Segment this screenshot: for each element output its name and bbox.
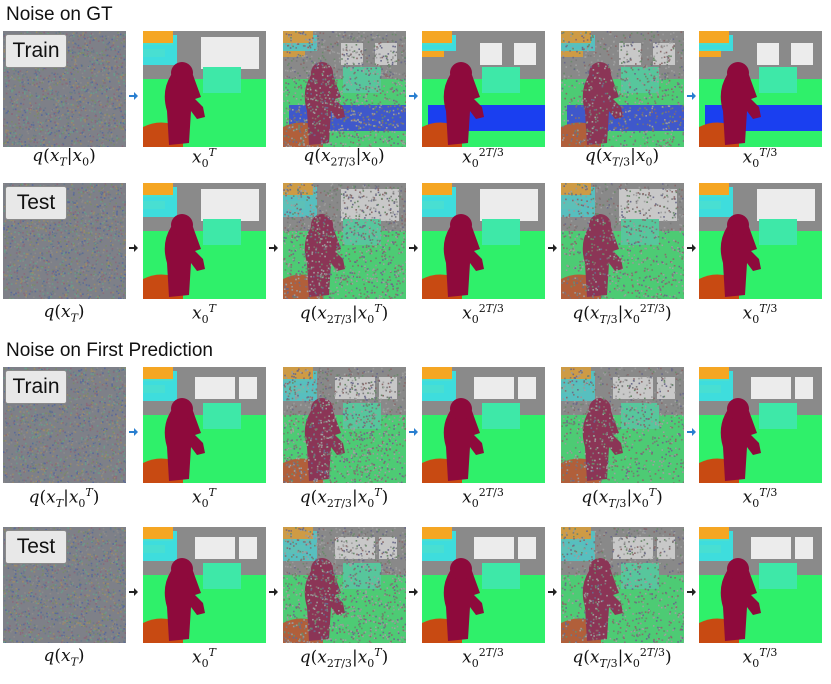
flow-arrow	[409, 85, 418, 100]
flow-arrow	[129, 237, 138, 252]
prediction-caption: x0T/3	[742, 302, 778, 327]
flow-arrow	[687, 581, 696, 596]
flow-arrow	[687, 237, 696, 252]
section-title-first-prediction: Noise on First Prediction	[6, 340, 213, 361]
noise-caption: q(xT)	[43, 302, 85, 325]
prediction-caption: x0T/3	[742, 646, 778, 671]
flow-arrow	[129, 85, 138, 100]
prediction-caption: x0T	[192, 146, 216, 171]
prediction-caption: x02T/3	[462, 302, 504, 327]
noised-image	[561, 183, 684, 299]
flow-arrow	[548, 581, 557, 596]
flow-arrow	[687, 421, 696, 436]
prediction-caption: x0T/3	[742, 486, 778, 511]
prediction-caption: x02T/3	[462, 486, 504, 511]
prediction-image	[422, 367, 545, 483]
prediction-caption: x0T	[192, 486, 216, 511]
prediction-image	[699, 31, 822, 147]
prediction-image	[143, 31, 266, 147]
prediction-caption: x0T	[192, 646, 216, 671]
noise-image: Train	[3, 31, 126, 147]
noise-image: Train	[3, 367, 126, 483]
prediction-image	[422, 183, 545, 299]
row-tag: Test	[5, 186, 67, 220]
noised-caption: q(x2T/3|x0T)	[299, 302, 389, 327]
prediction-image	[699, 367, 822, 483]
prediction-caption: x02T/3	[462, 146, 504, 171]
noised-image	[283, 367, 406, 483]
flow-arrow	[548, 237, 557, 252]
noised-image	[561, 527, 684, 643]
flow-arrow	[269, 237, 278, 252]
flow-arrow	[129, 581, 138, 596]
noised-image	[283, 31, 406, 147]
flow-arrow	[409, 581, 418, 596]
prediction-caption: x0T/3	[742, 146, 778, 171]
noised-caption: q(xT/3|x02T/3)	[572, 646, 672, 671]
noised-caption: q(xT/3|x0T)	[581, 486, 663, 511]
flow-arrow	[409, 421, 418, 436]
noise-image: Test	[3, 527, 126, 643]
prediction-image	[143, 367, 266, 483]
noise-caption: q(xT|x0T)	[28, 486, 100, 511]
noised-caption: q(xT/3|x02T/3)	[572, 302, 672, 327]
noise-image: Test	[3, 183, 126, 299]
noised-image	[283, 527, 406, 643]
noised-image	[283, 183, 406, 299]
noise-caption: q(xT)	[43, 646, 85, 669]
section-title-gt: Noise on GT	[6, 4, 113, 25]
noised-caption: q(x2T/3|x0T)	[299, 646, 389, 671]
prediction-image	[699, 527, 822, 643]
prediction-caption: x02T/3	[462, 646, 504, 671]
prediction-image	[422, 527, 545, 643]
noised-caption: q(xT/3|x0)	[584, 146, 660, 169]
flow-arrow	[409, 237, 418, 252]
prediction-image	[422, 31, 545, 147]
prediction-caption: x0T	[192, 302, 216, 327]
flow-arrow	[269, 581, 278, 596]
prediction-image	[699, 183, 822, 299]
noised-caption: q(x2T/3|x0)	[303, 146, 385, 169]
noised-image	[561, 367, 684, 483]
noise-caption: q(xT|x0)	[32, 146, 96, 169]
noised-image	[561, 31, 684, 147]
row-tag: Test	[5, 530, 67, 564]
noised-caption: q(x2T/3|x0T)	[299, 486, 389, 511]
row-tag: Train	[5, 34, 67, 68]
row-tag: Train	[5, 370, 67, 404]
prediction-image	[143, 183, 266, 299]
flow-arrow	[687, 85, 696, 100]
flow-arrow	[129, 421, 138, 436]
prediction-image	[143, 527, 266, 643]
